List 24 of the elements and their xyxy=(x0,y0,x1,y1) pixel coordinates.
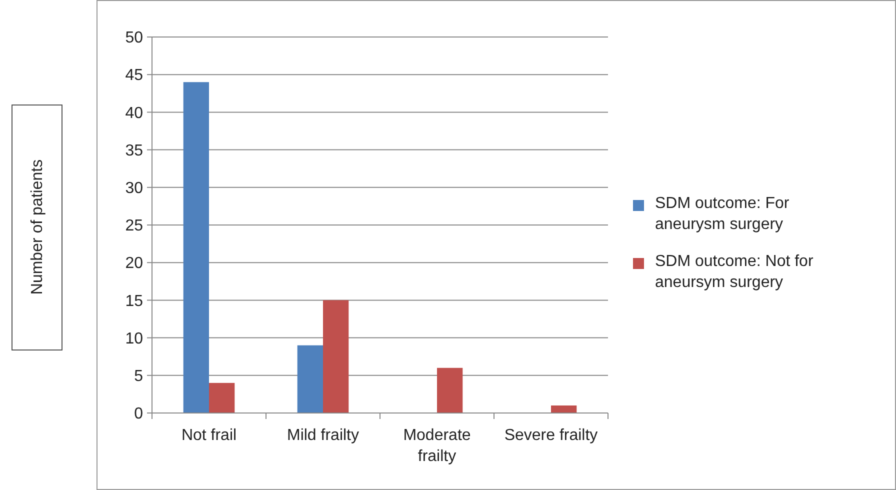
y-tick-label: 25 xyxy=(125,218,144,235)
bar xyxy=(209,382,235,413)
x-tick-label: Not frail xyxy=(181,427,237,444)
bar xyxy=(551,405,577,413)
y-tick-label: 10 xyxy=(125,330,144,348)
y-tick-label: 20 xyxy=(125,255,144,272)
y-tick-label: 5 xyxy=(134,368,144,385)
x-tick-label: Severe frailty xyxy=(504,427,598,444)
bar xyxy=(437,368,463,413)
y-tick-label: 30 xyxy=(125,180,144,197)
y-tick-label: 15 xyxy=(125,292,144,310)
legend-label: SDM outcome: For aneurysm surgery xyxy=(655,195,790,233)
legend-label: SDM outcome: Not for aneursym surgery xyxy=(655,253,814,291)
bar xyxy=(323,300,349,413)
y-tick-label: 40 xyxy=(125,104,144,122)
x-tick-label: Mild frailty xyxy=(286,427,360,444)
y-axis-title: Number of patients xyxy=(29,159,46,295)
bar xyxy=(297,345,323,413)
bar xyxy=(183,82,209,413)
y-tick-label: 50 xyxy=(125,30,144,47)
y-tick-label: 0 xyxy=(134,406,144,423)
y-tick-label: 45 xyxy=(125,67,144,84)
x-tick-label: Moderate frailty xyxy=(403,427,471,465)
y-tick-label: 35 xyxy=(125,142,144,160)
